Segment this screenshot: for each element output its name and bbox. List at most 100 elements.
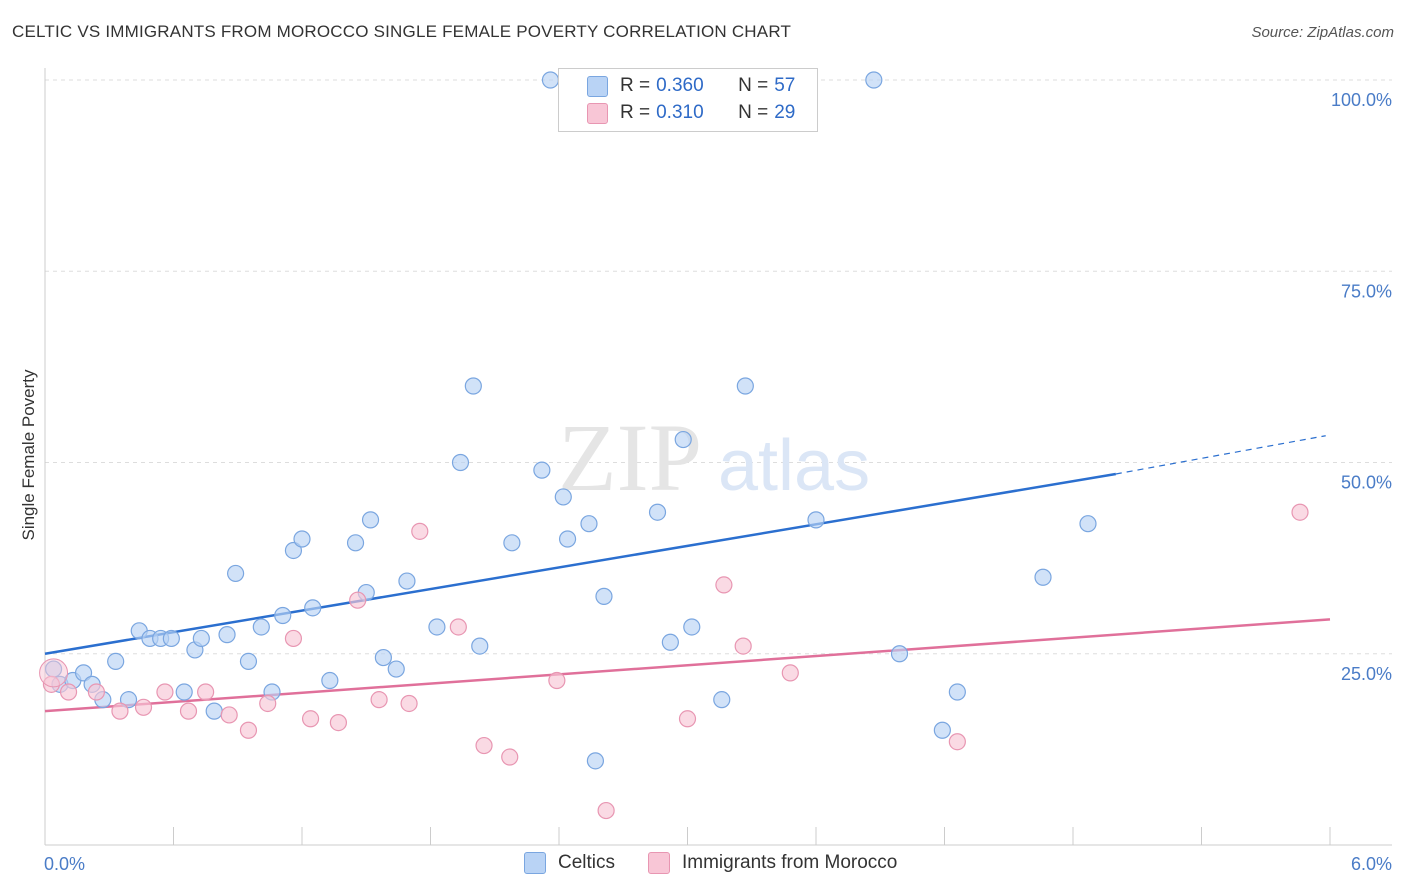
x-tick-label: 6.0% xyxy=(1351,854,1392,874)
celtic-point xyxy=(674,430,692,449)
morocco-point xyxy=(349,591,367,609)
celtic-point xyxy=(284,541,303,560)
celtic-points xyxy=(44,71,1097,770)
celtic-point xyxy=(890,645,909,663)
celtic-point xyxy=(933,721,951,739)
celtic-point xyxy=(1079,515,1097,533)
y-tick-label: 25.0% xyxy=(1341,664,1392,684)
celtic-point xyxy=(107,652,125,671)
celtic-trend-extension xyxy=(1115,435,1326,475)
y-tick-label: 50.0% xyxy=(1341,473,1392,493)
legend-r-label: R = xyxy=(620,102,651,123)
celtic-point xyxy=(661,633,679,651)
celtic-point xyxy=(74,664,93,682)
morocco-point xyxy=(301,710,320,728)
morocco-point xyxy=(1291,503,1309,521)
celtic-point xyxy=(554,488,572,506)
celtic-point xyxy=(595,587,613,605)
morocco-point xyxy=(59,683,78,701)
celtic-point xyxy=(227,564,245,583)
celtic-point xyxy=(361,511,380,529)
celtic-point xyxy=(713,691,731,709)
morocco-point xyxy=(134,698,153,716)
morocco-point xyxy=(597,801,615,820)
celtic-point xyxy=(586,752,605,770)
series-swatch-morocco xyxy=(648,852,670,874)
celtic-point xyxy=(205,702,223,720)
y-tick-label: 100.0% xyxy=(1331,90,1392,110)
celtic-point xyxy=(239,652,258,671)
celtic-point xyxy=(218,626,236,644)
legend-n-value: 57 xyxy=(774,75,796,96)
celtic-point xyxy=(387,660,405,678)
morocco-point xyxy=(411,522,429,540)
morocco-point xyxy=(781,664,799,682)
celtic-point xyxy=(304,599,322,617)
axes xyxy=(44,68,1392,846)
legend-n-label: N = xyxy=(738,75,769,96)
celtic-point xyxy=(580,515,598,533)
celtic-point xyxy=(175,683,193,701)
legend-row-morocco: R = 0.310 N = 29 xyxy=(587,100,795,126)
celtic-point xyxy=(293,530,311,548)
x-tick-label: 0.0% xyxy=(44,854,85,874)
morocco-point xyxy=(239,721,258,739)
celtic-point xyxy=(471,637,489,655)
morocco-point xyxy=(87,683,106,701)
celtic-point xyxy=(533,461,551,479)
series-legend-label: Immigrants from Morocco xyxy=(682,852,898,873)
trend-lines xyxy=(44,435,1331,713)
morocco-point xyxy=(400,694,418,713)
series-legend-label: Celtics xyxy=(558,852,616,873)
celtic-point xyxy=(807,511,825,529)
morocco-point xyxy=(715,576,733,594)
morocco-point xyxy=(948,733,966,751)
series-legend-morocco: Immigrants from Morocco xyxy=(648,852,897,874)
chart-source: Source: ZipAtlas.com xyxy=(1251,24,1394,41)
morocco-point xyxy=(449,618,467,636)
celtic-point xyxy=(428,618,446,636)
celtic-point xyxy=(648,503,667,521)
legend-r-value: 0.360 xyxy=(656,75,704,96)
legend-n-value: 29 xyxy=(774,102,796,123)
legend-swatch-morocco xyxy=(587,102,608,124)
legend-n-label: N = xyxy=(738,102,769,123)
series-legend-celtics: Celtics xyxy=(524,852,615,874)
legend-r-value: 0.310 xyxy=(656,102,704,123)
morocco-point xyxy=(179,702,198,720)
y-axis-label: Single Female Poverty xyxy=(19,369,38,541)
celtic-point xyxy=(451,453,470,472)
celtic-point xyxy=(374,648,392,667)
celtic-point xyxy=(321,671,339,690)
celtic-point xyxy=(736,377,754,395)
morocco-point xyxy=(678,710,697,728)
celtic-point xyxy=(274,606,292,625)
morocco-point xyxy=(111,702,129,720)
morocco-point xyxy=(197,683,215,701)
svg-text:atlas: atlas xyxy=(718,426,870,506)
morocco-point xyxy=(734,637,752,655)
celtic-point xyxy=(464,377,482,395)
celtic-point xyxy=(162,629,180,648)
celtic-point xyxy=(398,572,416,590)
morocco-point xyxy=(284,629,303,648)
morocco-point xyxy=(259,694,277,713)
celtic-point xyxy=(346,534,365,552)
legend-swatch-celtic xyxy=(587,75,608,97)
morocco-point xyxy=(329,713,348,732)
celtic-point xyxy=(683,618,701,636)
watermark: ZIP atlas xyxy=(558,404,870,511)
gridlines xyxy=(45,79,1392,655)
celtic-point xyxy=(1034,568,1052,586)
legend-row-celtic: R = 0.360 N = 57 xyxy=(587,73,795,99)
celtic-point xyxy=(503,534,521,552)
celtic-point xyxy=(541,71,560,89)
chart-title: CELTIC VS IMMIGRANTS FROM MOROCCO SINGLE… xyxy=(12,22,792,41)
y-tick-label: 75.0% xyxy=(1341,281,1392,301)
morocco-point xyxy=(220,706,238,724)
celtic-point xyxy=(119,691,138,709)
series-legend: Celtics Immigrants from Morocco xyxy=(0,852,1406,876)
morocco-trend-line xyxy=(44,618,1331,713)
morocco-point xyxy=(156,683,174,701)
